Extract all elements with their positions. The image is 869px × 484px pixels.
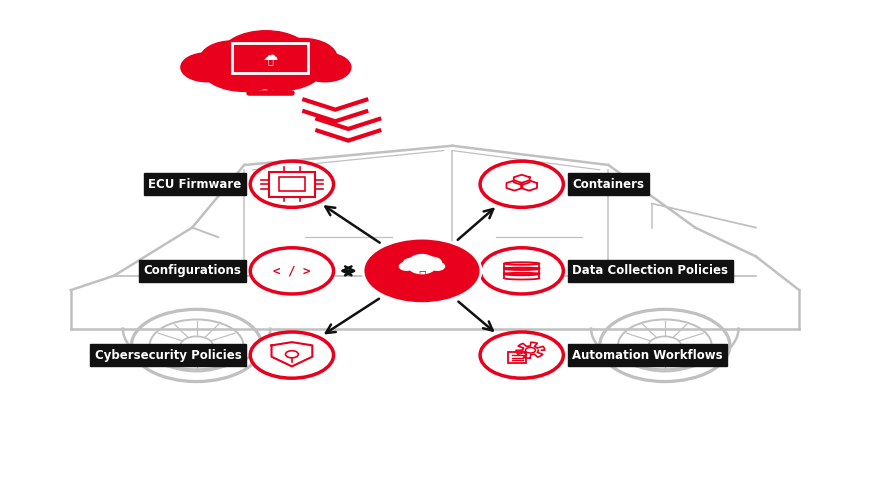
- Text: Data Collection Policies: Data Collection Policies: [571, 264, 727, 277]
- Circle shape: [250, 248, 333, 294]
- Circle shape: [421, 257, 441, 268]
- Circle shape: [403, 258, 421, 268]
- Circle shape: [480, 248, 563, 294]
- Circle shape: [201, 43, 288, 91]
- Circle shape: [200, 41, 266, 77]
- Circle shape: [299, 53, 350, 82]
- Circle shape: [430, 262, 444, 270]
- Circle shape: [399, 262, 413, 270]
- Circle shape: [250, 332, 333, 378]
- Text: 🚙: 🚙: [418, 270, 425, 283]
- Circle shape: [221, 31, 310, 81]
- Circle shape: [409, 255, 434, 268]
- Text: < / >: < / >: [273, 264, 310, 277]
- FancyBboxPatch shape: [507, 352, 525, 363]
- Text: Configurations: Configurations: [143, 264, 242, 277]
- Text: Containers: Containers: [571, 178, 643, 191]
- FancyBboxPatch shape: [232, 43, 308, 73]
- Circle shape: [408, 259, 434, 273]
- Text: 🚙: 🚙: [267, 56, 273, 65]
- Text: Automation Workflows: Automation Workflows: [571, 348, 722, 362]
- Text: Cybersecurity Policies: Cybersecurity Policies: [95, 348, 242, 362]
- Circle shape: [480, 161, 563, 207]
- Circle shape: [181, 53, 233, 82]
- Circle shape: [480, 332, 563, 378]
- Circle shape: [362, 238, 481, 303]
- Circle shape: [268, 38, 336, 77]
- Circle shape: [250, 161, 333, 207]
- Text: ☁: ☁: [262, 48, 277, 63]
- Circle shape: [240, 44, 322, 91]
- Text: ECU Firmware: ECU Firmware: [149, 178, 242, 191]
